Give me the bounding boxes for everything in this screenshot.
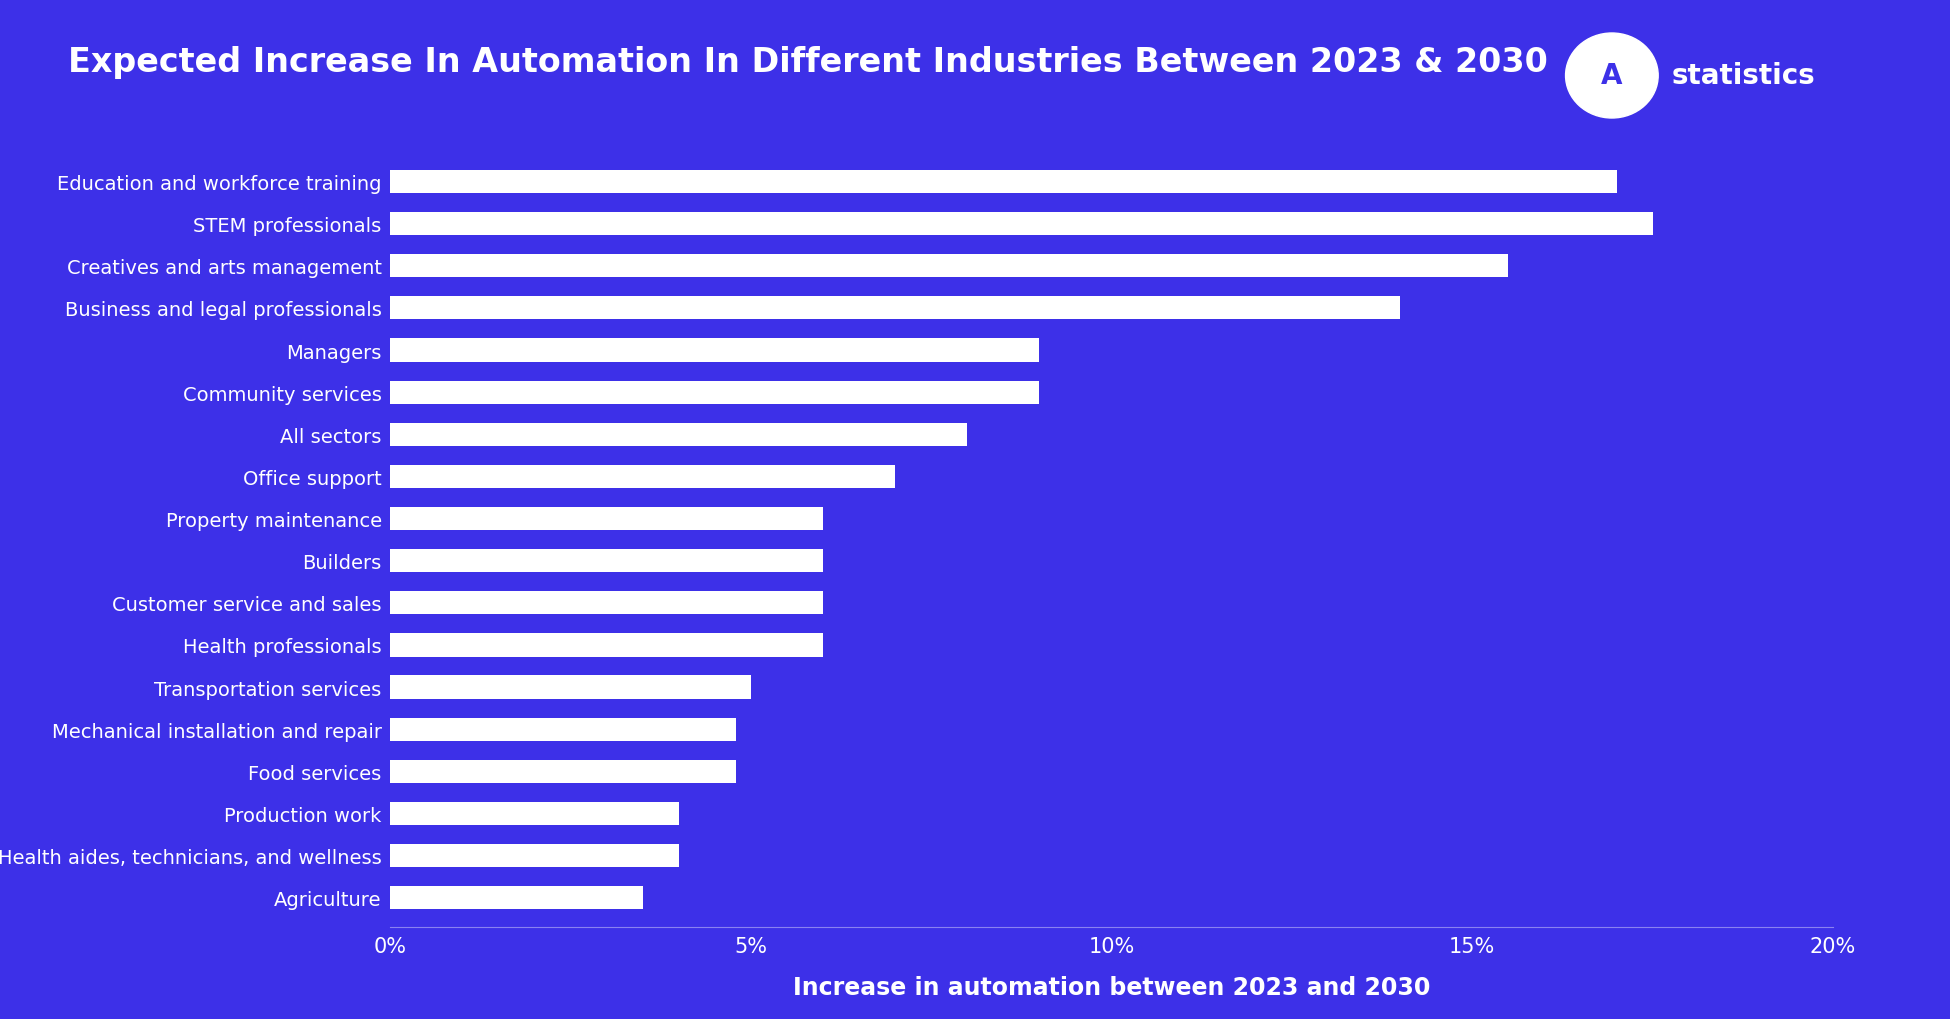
Text: statistics: statistics [1671,62,1815,91]
Bar [390,676,751,699]
Bar [390,339,1039,362]
Circle shape [1566,34,1658,119]
Bar [390,592,823,614]
Bar [390,549,823,573]
Bar [390,171,1617,194]
Bar [390,255,1509,278]
Bar [390,887,644,909]
Bar [390,423,967,446]
Text: A: A [1601,62,1622,91]
Bar [390,466,895,488]
Bar [390,634,823,657]
Bar [390,381,1039,405]
Bar [390,760,737,784]
Bar [390,844,679,867]
Bar [390,718,737,741]
Text: Expected Increase In Automation In Different Industries Between 2023 & 2030: Expected Increase In Automation In Diffe… [68,46,1548,78]
X-axis label: Increase in automation between 2023 and 2030: Increase in automation between 2023 and … [794,975,1429,999]
Bar [390,297,1400,320]
Bar [390,213,1654,236]
Bar [390,507,823,531]
Bar [390,802,679,825]
